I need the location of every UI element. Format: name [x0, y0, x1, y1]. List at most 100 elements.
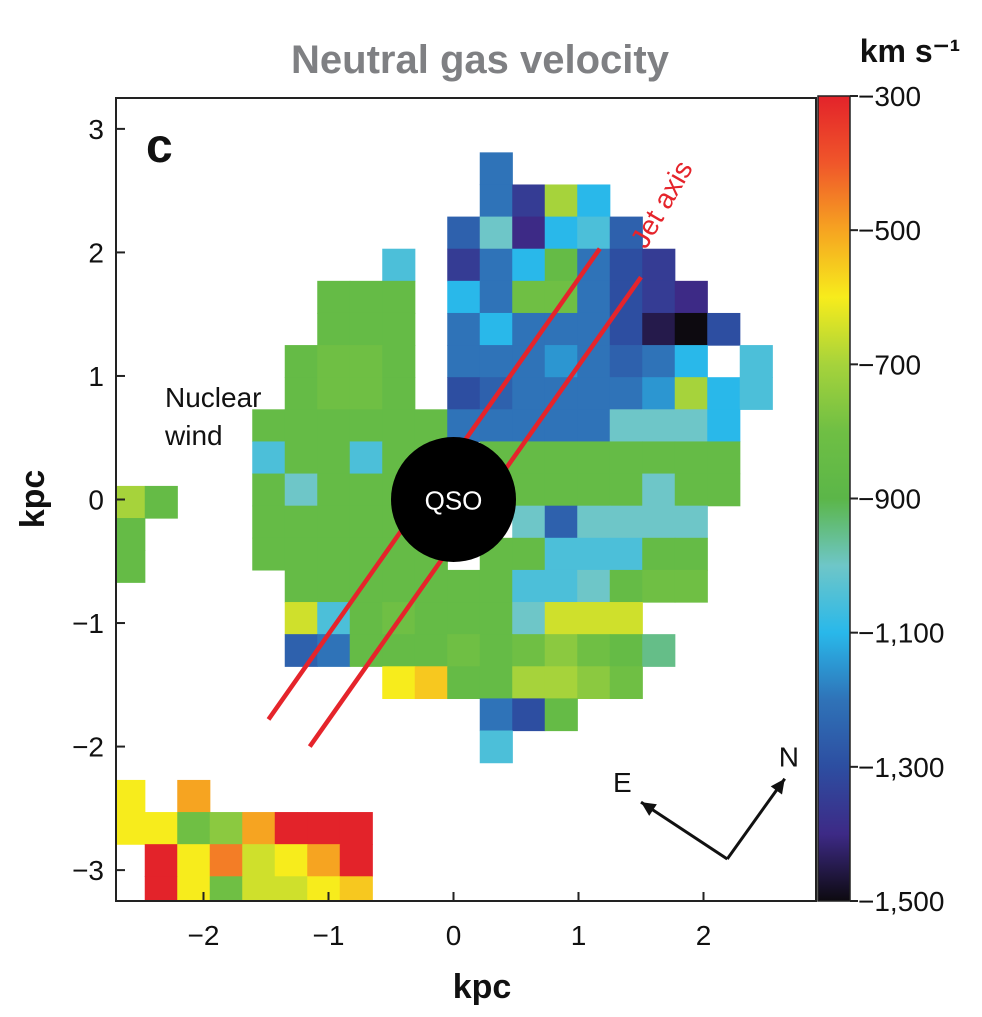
velocity-pixels [116, 152, 773, 901]
velocity-pixel [544, 473, 578, 507]
velocity-pixel [349, 505, 383, 539]
velocity-pixel [242, 812, 276, 845]
x-tick-label: −2 [188, 920, 220, 951]
velocity-pixel [609, 505, 643, 539]
velocity-pixel [274, 876, 308, 901]
compass-east-arrow-head [641, 802, 657, 816]
velocity-pixel [414, 634, 448, 667]
velocity-pixel [577, 666, 611, 699]
velocity-pixel [447, 602, 481, 635]
velocity-pixel [242, 876, 276, 901]
velocity-pixel [479, 569, 513, 603]
y-tick-label: 3 [88, 114, 104, 145]
velocity-pixel [642, 569, 676, 603]
velocity-pixel [307, 844, 341, 877]
velocity-pixel [447, 377, 481, 410]
velocity-pixel [349, 441, 383, 475]
velocity-pixel [116, 518, 146, 551]
velocity-pixel [116, 779, 146, 813]
velocity-pixel [274, 812, 308, 845]
velocity-pixel [642, 248, 676, 282]
velocity-pixel [284, 537, 318, 571]
velocity-pixel [447, 280, 481, 314]
chart-title: Neutral gas velocity [291, 38, 670, 82]
colorbar-tick-label: −1,300 [858, 752, 944, 783]
velocity-pixel [317, 441, 351, 475]
velocity-pixel [577, 184, 611, 218]
velocity-pixel [642, 377, 676, 410]
x-tick-label: 2 [696, 920, 712, 951]
velocity-pixel [512, 537, 546, 571]
velocity-pixel [447, 345, 481, 378]
velocity-pixel [707, 441, 741, 475]
velocity-pixel [317, 537, 351, 571]
colorbar-ticks: −300 −500 −700 −900 −1,100 −1,300 −1,500 [850, 81, 944, 917]
velocity-pixel [642, 473, 676, 507]
velocity-pixel [349, 345, 383, 378]
velocity-pixel [284, 602, 318, 635]
y-tick-label: −1 [72, 608, 104, 639]
velocity-pixel [642, 537, 676, 571]
velocity-pixel [609, 666, 643, 699]
x-tick-label: 0 [446, 920, 462, 951]
velocity-pixel [577, 216, 611, 250]
velocity-pixel [642, 441, 676, 475]
nuclear-wind-label: wind [164, 420, 223, 451]
velocity-pixel [252, 409, 286, 443]
velocity-pixel [252, 537, 286, 571]
velocity-pixel [512, 634, 546, 667]
colorbar-unit-label: km s⁻¹ [860, 33, 960, 69]
velocity-pixel [544, 634, 578, 667]
velocity-pixel [447, 248, 481, 282]
velocity-pixel [479, 666, 513, 699]
velocity-pixel [349, 312, 383, 346]
velocity-pixel [252, 505, 286, 539]
velocity-pixel [447, 569, 481, 603]
velocity-pixel [479, 634, 513, 667]
compass-east-label: E [613, 767, 632, 798]
velocity-pixel [382, 345, 416, 378]
velocity-pixel [479, 312, 513, 346]
velocity-pixel [609, 634, 643, 667]
velocity-pixel [349, 473, 383, 507]
colorbar-tick-label: −700 [858, 349, 921, 380]
velocity-pixel [577, 537, 611, 571]
velocity-pixel [317, 312, 351, 346]
velocity-pixel [284, 569, 318, 603]
velocity-pixel [177, 876, 211, 901]
velocity-pixel [577, 505, 611, 539]
velocity-pixel [479, 698, 513, 732]
velocity-pixel [382, 280, 416, 314]
compass-east-arrow [640, 800, 729, 861]
velocity-pixel [317, 345, 351, 378]
velocity-pixel [512, 473, 546, 507]
velocity-pixel [577, 441, 611, 475]
velocity-pixel [479, 345, 513, 378]
velocity-pixel [447, 312, 481, 346]
x-axis-label: kpc [453, 968, 512, 1006]
velocity-pixel [544, 248, 578, 282]
velocity-pixel [116, 550, 146, 583]
y-tick-label: 0 [88, 485, 104, 516]
velocity-pixel [144, 812, 178, 845]
colorbar-tick-label: −1,100 [858, 618, 944, 649]
velocity-pixel [707, 409, 741, 443]
velocity-pixel [544, 537, 578, 571]
velocity-pixel [317, 634, 351, 667]
velocity-pixel [382, 666, 416, 699]
velocity-pixel [339, 844, 373, 877]
velocity-pixel [577, 602, 611, 635]
velocity-pixel [707, 473, 741, 507]
velocity-pixel [544, 698, 578, 732]
velocity-pixel [642, 280, 676, 314]
velocity-pixel [116, 812, 146, 845]
velocity-pixel [144, 876, 178, 901]
velocity-pixel [544, 441, 578, 475]
velocity-pixel [414, 409, 448, 443]
velocity-pixel [609, 377, 643, 410]
velocity-pixel [284, 634, 318, 667]
nuclear-wind-label: Nuclear [165, 382, 261, 413]
compass-north-arrow [726, 777, 786, 860]
velocity-pixel [447, 634, 481, 667]
